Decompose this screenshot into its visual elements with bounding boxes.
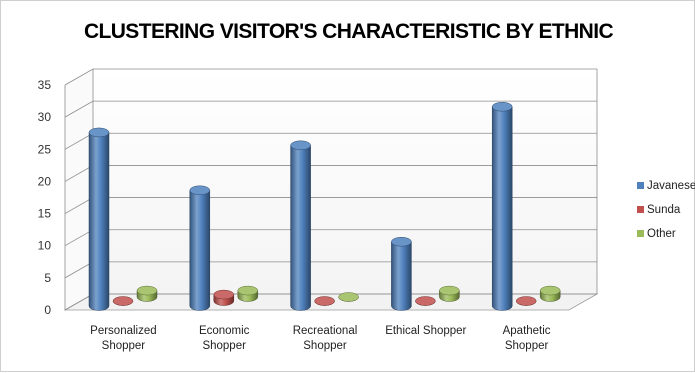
side-wall	[65, 69, 93, 310]
bar-top	[189, 185, 211, 196]
x-category-label: Shopper	[303, 340, 347, 352]
legend-swatch-javanese	[637, 182, 644, 189]
x-category-label: Shopper	[202, 340, 246, 352]
bar-top	[415, 296, 436, 306]
bar-top	[88, 127, 110, 138]
bar-top	[112, 296, 134, 306]
bar-body	[391, 241, 412, 311]
x-category-label: Shopper	[505, 340, 549, 352]
bar-top	[136, 285, 158, 296]
y-tick-label: 35	[38, 78, 52, 92]
bar-top	[290, 140, 311, 151]
bar-javanese-1	[189, 185, 211, 311]
bar-sunda-4	[515, 296, 537, 306]
legend-label-sunda: Sunda	[647, 204, 681, 216]
legend-swatch-other	[637, 230, 644, 237]
bar-other-4	[539, 285, 561, 302]
bar-body	[491, 106, 513, 311]
x-category-label: Ethical Shopper	[385, 325, 466, 337]
bar-javanese-3	[391, 236, 412, 311]
y-tick-label: 0	[44, 303, 51, 317]
y-tick-label: 30	[38, 110, 52, 124]
bar-other-0	[136, 285, 158, 302]
legend-swatch-sunda	[637, 206, 644, 213]
bar-top	[515, 296, 537, 306]
bar-other-3	[439, 285, 460, 302]
y-tick-label: 15	[38, 207, 52, 221]
x-category-label: Apathetic	[503, 325, 551, 337]
bar-top	[391, 236, 412, 247]
bar-top	[439, 285, 460, 296]
bar-top	[237, 285, 259, 296]
bar-sunda-2	[314, 296, 335, 306]
bar-javanese-0	[88, 127, 110, 311]
bar-top	[314, 296, 335, 306]
bar-body	[290, 145, 311, 311]
bar-javanese-2	[290, 140, 311, 311]
bar-sunda-0	[112, 296, 134, 306]
x-category-label: Economic	[199, 325, 250, 337]
legend-label-other: Other	[647, 228, 676, 240]
chart-title: CLUSTERING VISITOR'S CHARACTERISTIC BY E…	[83, 20, 614, 43]
bar-other-2	[338, 292, 359, 302]
bar-body	[88, 132, 110, 311]
y-tick-label: 5	[44, 271, 51, 285]
bar-body	[189, 190, 211, 311]
y-tick-label: 20	[38, 174, 52, 188]
x-category-label: Shopper	[102, 340, 146, 352]
bar-sunda-3	[415, 296, 436, 306]
bar-top	[338, 292, 359, 302]
bar-javanese-4	[491, 101, 513, 311]
bar-top	[491, 101, 513, 112]
x-category-label: Recreational	[293, 325, 358, 337]
legend-label-javanese: Javanese	[647, 180, 695, 192]
bar-other-1	[237, 285, 259, 302]
bar-top	[539, 285, 561, 296]
y-tick-label: 10	[38, 239, 52, 253]
bar-top	[213, 289, 235, 300]
y-tick-label: 25	[38, 142, 52, 156]
x-category-label: Personalized	[90, 325, 156, 337]
back-wall	[93, 69, 597, 294]
bar-sunda-1	[213, 289, 235, 306]
